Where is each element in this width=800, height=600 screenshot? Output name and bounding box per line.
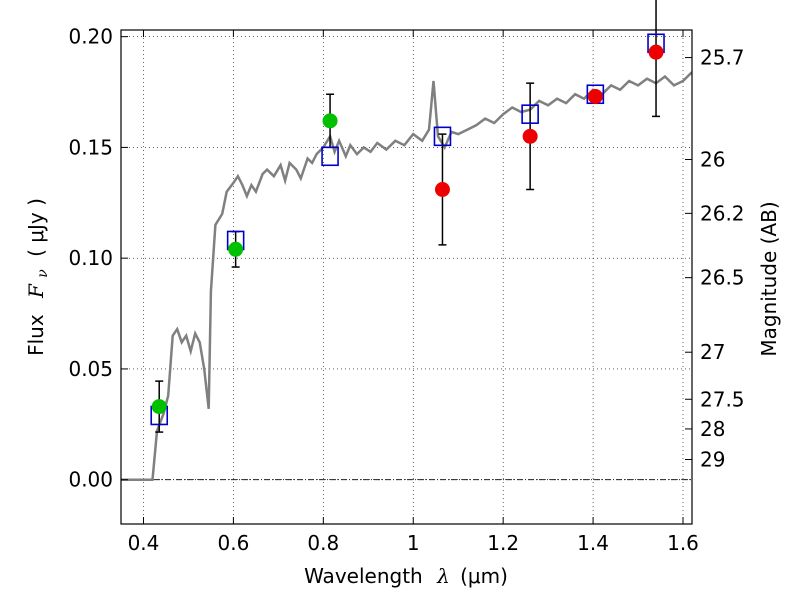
x-tick-label: 1.6 <box>667 531 699 555</box>
y-tick-label: 0.05 <box>68 357 113 381</box>
right-tick-label: 28 <box>700 417 725 441</box>
right-tick-label: 27.5 <box>700 387 745 411</box>
grid-lines <box>121 30 692 524</box>
right-tick-label: 25.7 <box>700 46 745 70</box>
x-axis-title: Wavelength λ (μm) <box>304 564 508 588</box>
observed-point-detected <box>322 113 338 129</box>
observed-point-detected <box>228 241 244 257</box>
x-axis-symbol: λ <box>436 564 450 588</box>
axis-ticks <box>121 30 692 524</box>
x-tick-label: 0.8 <box>307 531 339 555</box>
right-axis-title: Magnitude (AB) <box>757 201 781 356</box>
x-tick-label: 0.6 <box>217 531 249 555</box>
model-spectrum-line <box>121 71 692 481</box>
right-tick-label: 26.2 <box>700 201 745 225</box>
y-axis-title: Flux F ν ( μJy ) <box>24 198 52 356</box>
y-axis-label-text: Flux <box>24 314 48 356</box>
model-band-square <box>521 104 539 124</box>
plot-frame <box>120 29 693 525</box>
y-tick-label: 0.20 <box>68 25 113 49</box>
model-band-markers <box>150 33 665 426</box>
errorbars <box>155 0 661 433</box>
y-tick-label: 0.15 <box>68 135 113 159</box>
observed-point-limit <box>648 44 664 60</box>
y-axis-symbol: F <box>24 283 48 299</box>
observed-point-detected <box>151 399 167 415</box>
model-band-square <box>321 146 339 167</box>
right-tick-label: 26 <box>700 147 725 171</box>
right-tick-label: 26.5 <box>700 266 745 290</box>
y-tick-label: 0.00 <box>68 468 113 492</box>
x-tick-label: 1.4 <box>577 531 609 555</box>
observed-point-limit <box>434 181 450 197</box>
tick-labels: 0.4 0.6 0.8 1 1.2 1.4 1.6 0.00 0.05 0.10 0.15 0.20 2… <box>68 25 744 555</box>
y-tick-label: 0.10 <box>68 246 113 270</box>
observed-markers <box>151 44 664 415</box>
observed-point-limit <box>522 128 538 144</box>
model-band-square <box>433 126 452 147</box>
x-tick-label: 0.4 <box>128 531 160 555</box>
observed-point-limit <box>587 88 603 104</box>
y-axis-unit: ( μJy ) <box>24 198 48 257</box>
x-tick-label: 1 <box>407 531 420 555</box>
x-tick-label: 1.2 <box>487 531 519 555</box>
right-tick-label: 27 <box>700 340 725 364</box>
right-tick-label: 29 <box>700 447 725 471</box>
x-axis-label-text: Wavelength <box>304 564 423 588</box>
x-axis-unit: (μm) <box>460 564 508 588</box>
y-axis-subscript: ν <box>35 269 51 278</box>
